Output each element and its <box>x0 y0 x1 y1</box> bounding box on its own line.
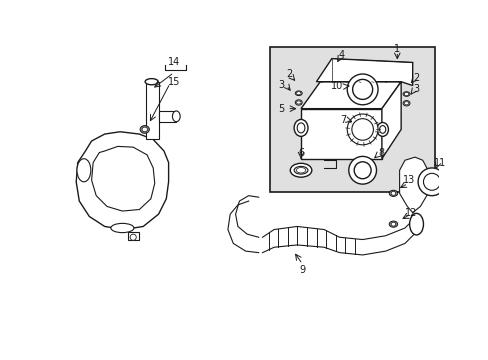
Ellipse shape <box>404 102 408 105</box>
Polygon shape <box>145 82 158 139</box>
Text: 3: 3 <box>277 80 284 90</box>
Circle shape <box>353 162 370 179</box>
Ellipse shape <box>404 93 408 95</box>
Circle shape <box>351 119 373 140</box>
Polygon shape <box>127 232 139 239</box>
Ellipse shape <box>388 221 397 227</box>
Text: 11: 11 <box>433 158 445 167</box>
Text: 1: 1 <box>393 44 400 54</box>
Ellipse shape <box>376 122 387 136</box>
Text: 13: 13 <box>402 175 414 185</box>
Bar <box>270 47 434 192</box>
Ellipse shape <box>295 100 302 105</box>
Text: 12: 12 <box>404 208 416 217</box>
Polygon shape <box>301 82 400 109</box>
Ellipse shape <box>390 192 395 195</box>
Text: 9: 9 <box>299 265 305 275</box>
Ellipse shape <box>290 163 311 177</box>
Polygon shape <box>76 132 168 230</box>
Text: 14: 14 <box>167 57 180 67</box>
Circle shape <box>346 114 377 145</box>
Ellipse shape <box>296 167 305 173</box>
Ellipse shape <box>296 101 301 104</box>
Circle shape <box>352 80 372 99</box>
Text: 7: 7 <box>340 115 346 125</box>
Ellipse shape <box>295 91 302 95</box>
Ellipse shape <box>172 111 180 122</box>
Ellipse shape <box>145 78 158 85</box>
Ellipse shape <box>77 159 91 182</box>
Ellipse shape <box>379 126 385 133</box>
Ellipse shape <box>293 166 307 174</box>
Circle shape <box>346 74 377 105</box>
Text: 5: 5 <box>277 104 284 114</box>
Text: 10: 10 <box>330 81 343 91</box>
Circle shape <box>423 173 440 190</box>
Ellipse shape <box>296 92 301 95</box>
Ellipse shape <box>293 120 307 136</box>
Circle shape <box>130 234 136 240</box>
Text: 2: 2 <box>286 69 292 79</box>
Ellipse shape <box>388 190 397 197</box>
Ellipse shape <box>390 222 395 226</box>
Ellipse shape <box>402 92 409 96</box>
Circle shape <box>348 156 376 184</box>
Ellipse shape <box>402 100 409 106</box>
Text: 6: 6 <box>297 148 304 158</box>
Text: 4: 4 <box>338 50 344 60</box>
Polygon shape <box>399 157 427 213</box>
Polygon shape <box>381 82 400 159</box>
Ellipse shape <box>142 127 147 132</box>
Ellipse shape <box>409 213 423 235</box>
Ellipse shape <box>297 123 305 133</box>
Circle shape <box>417 168 445 196</box>
Text: 15: 15 <box>167 77 180 87</box>
Text: 2: 2 <box>412 73 419 83</box>
Polygon shape <box>316 59 412 86</box>
Polygon shape <box>301 109 381 159</box>
Text: 3: 3 <box>413 84 419 94</box>
Text: 8: 8 <box>378 148 384 158</box>
Ellipse shape <box>140 126 149 133</box>
Polygon shape <box>158 111 176 122</box>
Ellipse shape <box>111 223 134 233</box>
